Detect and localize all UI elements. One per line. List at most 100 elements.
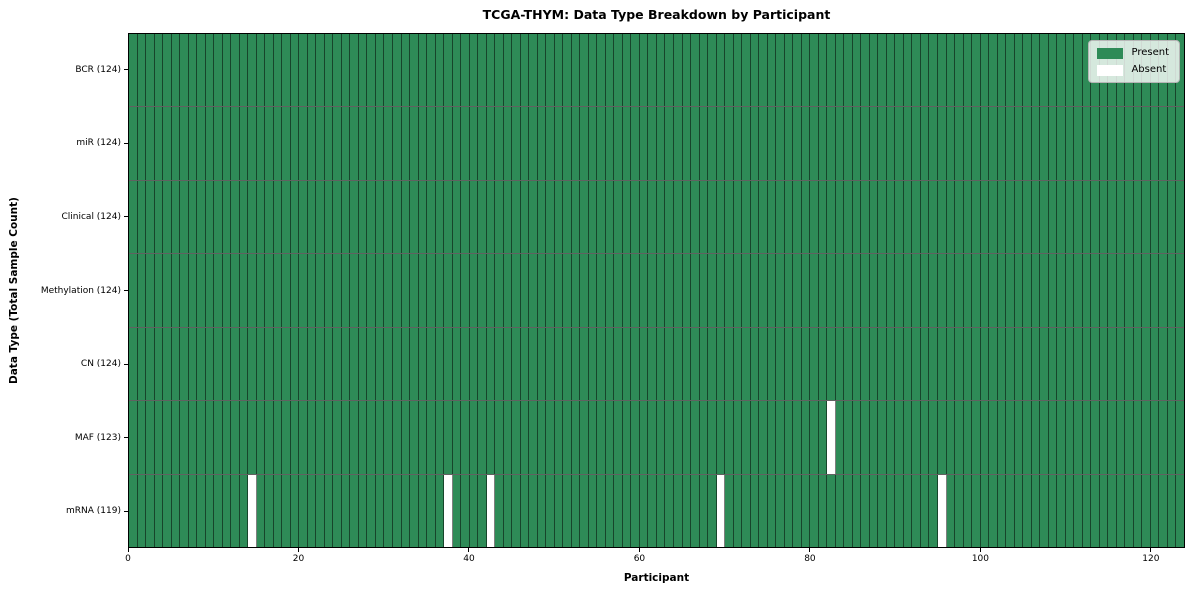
heatmap-cell bbox=[733, 107, 743, 180]
heatmap-cell bbox=[674, 401, 683, 474]
heatmap-cell bbox=[759, 474, 768, 547]
heatmap-cell bbox=[912, 254, 921, 327]
heatmap-cell bbox=[461, 254, 470, 327]
heatmap-cell bbox=[818, 401, 828, 474]
heatmap-cell bbox=[307, 254, 317, 327]
heatmap-cell bbox=[231, 401, 240, 474]
heatmap-cell bbox=[239, 180, 249, 254]
heatmap-cell bbox=[478, 254, 487, 327]
heatmap-cell bbox=[1099, 254, 1109, 327]
heatmap-cell bbox=[699, 254, 709, 327]
heatmap-cell bbox=[410, 254, 419, 327]
heatmap-cell bbox=[188, 180, 198, 254]
heatmap-cell bbox=[656, 254, 666, 327]
heatmap-cell bbox=[980, 107, 990, 180]
heatmap-cell bbox=[341, 401, 351, 474]
heatmap-cell bbox=[435, 180, 445, 254]
heatmap-cell bbox=[955, 107, 964, 180]
heatmap-cell bbox=[1023, 401, 1032, 474]
heatmap-cell bbox=[903, 327, 913, 401]
heatmap-cell bbox=[665, 474, 674, 547]
heatmap-row-clinical bbox=[129, 179, 1184, 254]
heatmap-cell bbox=[367, 327, 376, 401]
heatmap-cell bbox=[154, 401, 164, 474]
heatmap-cell bbox=[963, 180, 973, 254]
heatmap-cell bbox=[1142, 180, 1151, 254]
heatmap-cell bbox=[835, 254, 845, 327]
heatmap-cell bbox=[742, 34, 751, 107]
heatmap-cell bbox=[137, 34, 147, 107]
heatmap-cell bbox=[784, 254, 794, 327]
heatmap-cell bbox=[137, 401, 147, 474]
heatmap-cell bbox=[895, 180, 904, 254]
heatmap-cell bbox=[989, 180, 998, 254]
heatmap-cell bbox=[639, 327, 649, 401]
heatmap-cell bbox=[486, 34, 496, 107]
heatmap-cell bbox=[1006, 34, 1015, 107]
heatmap-cell bbox=[341, 180, 351, 254]
heatmap-cell bbox=[844, 401, 853, 474]
x-tick-mark bbox=[979, 548, 981, 552]
heatmap-cell bbox=[392, 107, 402, 180]
x-tick-label: 40 bbox=[463, 554, 475, 564]
heatmap-cell bbox=[1116, 107, 1126, 180]
heatmap-cell bbox=[827, 107, 836, 180]
heatmap-cell bbox=[435, 474, 445, 547]
heatmap-cell bbox=[495, 254, 504, 327]
heatmap-cell bbox=[520, 327, 530, 401]
y-tick-mark bbox=[124, 437, 128, 439]
heatmap-cell bbox=[1023, 474, 1032, 547]
heatmap-cell bbox=[418, 474, 428, 547]
heatmap-cell bbox=[529, 401, 538, 474]
heatmap-cell bbox=[495, 107, 504, 180]
heatmap-cell bbox=[708, 34, 717, 107]
legend: Present Absent bbox=[1088, 40, 1180, 83]
heatmap-cell bbox=[214, 254, 223, 327]
heatmap-cell bbox=[580, 254, 589, 327]
heatmap-cell bbox=[1167, 474, 1177, 547]
heatmap-cell bbox=[529, 34, 538, 107]
heatmap-cell bbox=[384, 34, 393, 107]
heatmap-cell bbox=[878, 327, 887, 401]
heatmap-cell bbox=[929, 401, 938, 474]
heatmap-cell bbox=[776, 254, 785, 327]
plot-area: Present Absent bbox=[128, 33, 1185, 548]
heatmap-cell bbox=[750, 327, 760, 401]
legend-swatch-present-icon bbox=[1097, 47, 1124, 59]
heatmap-cell bbox=[827, 401, 836, 474]
heatmap-cell bbox=[205, 327, 215, 401]
heatmap-cell bbox=[324, 254, 334, 327]
heatmap-cell bbox=[180, 34, 189, 107]
heatmap-cell bbox=[733, 254, 743, 327]
heatmap-cell bbox=[682, 327, 692, 401]
heatmap-cell bbox=[239, 401, 249, 474]
heatmap-cell bbox=[784, 474, 794, 547]
heatmap-cell bbox=[554, 180, 564, 254]
heatmap-cell bbox=[1031, 254, 1041, 327]
heatmap-cell bbox=[256, 254, 266, 327]
heatmap-cell bbox=[1091, 107, 1100, 180]
heatmap-cell bbox=[1023, 180, 1032, 254]
heatmap-cell bbox=[1108, 180, 1117, 254]
heatmap-cell bbox=[282, 327, 291, 401]
heatmap-cell bbox=[435, 401, 445, 474]
heatmap-cell bbox=[656, 474, 666, 547]
heatmap-cell bbox=[563, 34, 572, 107]
heatmap-cell bbox=[546, 327, 555, 401]
heatmap-cell bbox=[1040, 254, 1049, 327]
heatmap-cell bbox=[1057, 327, 1066, 401]
heatmap-cell bbox=[793, 474, 802, 547]
heatmap-cell bbox=[307, 180, 317, 254]
heatmap-cell bbox=[129, 474, 138, 547]
heatmap-cell bbox=[1040, 327, 1049, 401]
heatmap-cell bbox=[333, 254, 342, 327]
heatmap-cell bbox=[852, 474, 862, 547]
heatmap-cell bbox=[256, 34, 266, 107]
heatmap-cell bbox=[1133, 401, 1143, 474]
heatmap-cell bbox=[929, 254, 938, 327]
y-tick-label-methylation: Methylation (124) bbox=[40, 285, 121, 296]
heatmap-cell bbox=[341, 254, 351, 327]
heatmap-cell bbox=[137, 474, 147, 547]
heatmap-cell bbox=[725, 180, 734, 254]
heatmap-cell bbox=[776, 401, 785, 474]
